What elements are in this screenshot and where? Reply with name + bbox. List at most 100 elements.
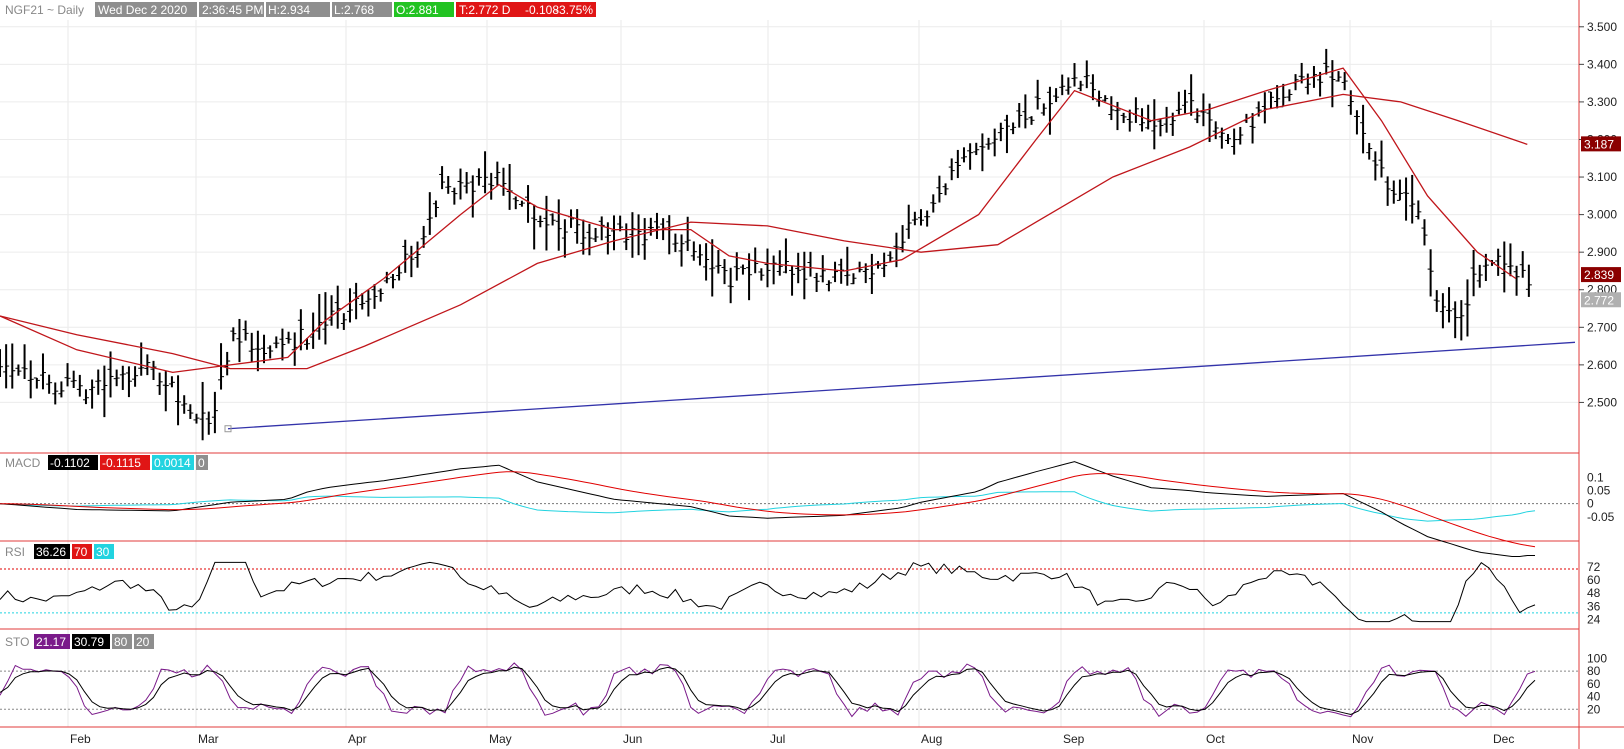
sto-v4-box bbox=[134, 634, 154, 649]
axes: Feb Mar Apr May Jun Jul Aug Sep Oct Nov Dec 3.500 3.… bbox=[70, 20, 1621, 746]
macd-tick-label: -0.05 bbox=[1587, 510, 1615, 524]
price-panel bbox=[0, 48, 1576, 441]
price-tag-label: 2.839 bbox=[1584, 268, 1614, 282]
sto-v2-box bbox=[72, 634, 110, 649]
pct-label: -3.75% bbox=[555, 3, 593, 17]
macd-label: MACD bbox=[5, 456, 41, 470]
month-label: Jul bbox=[770, 732, 785, 746]
month-label: Feb bbox=[70, 732, 91, 746]
last-box bbox=[456, 2, 596, 17]
macd-v1: -0.1102 bbox=[50, 456, 90, 470]
rsi-tick-label: 24 bbox=[1587, 612, 1601, 626]
high-label: H:2.934 bbox=[268, 3, 310, 17]
macd-tick-label: 0.1 bbox=[1587, 470, 1604, 484]
month-label: Aug bbox=[921, 732, 942, 746]
ma-slow-line bbox=[0, 93, 1528, 370]
month-label: Sep bbox=[1063, 732, 1085, 746]
rsi-v3: 30 bbox=[96, 545, 110, 559]
price-tag-box bbox=[1581, 292, 1621, 308]
rsi-v1: 36.26 bbox=[36, 545, 66, 559]
sto-v3-box bbox=[112, 634, 132, 649]
macd-v3: 0.0014 bbox=[154, 456, 191, 470]
month-label: Oct bbox=[1206, 732, 1225, 746]
rsi-line bbox=[0, 561, 1536, 623]
macd-tick-label: 0 bbox=[1587, 497, 1594, 511]
rsi-panel bbox=[0, 561, 1579, 623]
sto-tick-label: 40 bbox=[1587, 690, 1601, 704]
macd-panel bbox=[0, 461, 1579, 557]
macd-v2-box bbox=[100, 455, 150, 470]
sto-v1: 21.17 bbox=[36, 635, 66, 649]
rsi-v2: 70 bbox=[74, 545, 88, 559]
symbol-label: NGF21 ~ Daily bbox=[5, 3, 84, 17]
macd-histogram-line bbox=[0, 491, 1536, 522]
rsi-tick-label: 48 bbox=[1587, 586, 1601, 600]
price-tick-label: 2.700 bbox=[1587, 320, 1617, 334]
sto-v1-box bbox=[34, 634, 70, 649]
month-label: May bbox=[489, 732, 512, 746]
macd-signal-line bbox=[0, 471, 1536, 548]
price-tick-label: 2.900 bbox=[1587, 245, 1617, 259]
price-tag-label: 3.187 bbox=[1584, 137, 1614, 151]
low-box bbox=[332, 2, 392, 17]
macd-v3-box bbox=[152, 455, 194, 470]
rsi-tick-label: 72 bbox=[1587, 560, 1601, 574]
open-box bbox=[394, 2, 454, 17]
rsi-header: RSI 36.26 70 30 bbox=[5, 544, 114, 559]
macd-v4: 0 bbox=[198, 456, 205, 470]
price-tick-label: 3.300 bbox=[1587, 95, 1617, 109]
price-tick-label: 2.600 bbox=[1587, 358, 1617, 372]
macd-v4-box bbox=[196, 455, 208, 470]
change-label: -0.108 bbox=[525, 3, 559, 17]
rsi-tick-label: 60 bbox=[1587, 573, 1601, 587]
last-label: T:2.772 D bbox=[459, 3, 511, 17]
sto-tick-label: 60 bbox=[1587, 677, 1601, 691]
month-label: Dec bbox=[1493, 732, 1514, 746]
price-tick-label: 3.500 bbox=[1587, 20, 1617, 34]
ma-fast-line bbox=[0, 67, 1517, 374]
date-label: Wed Dec 2 2020 bbox=[98, 3, 187, 17]
rsi-label: RSI bbox=[5, 545, 25, 559]
rsi-v1-box bbox=[34, 544, 70, 559]
sto-v4: 20 bbox=[136, 635, 150, 649]
sto-tick-label: 80 bbox=[1587, 664, 1601, 678]
sto-label: STO bbox=[5, 635, 29, 649]
trendline bbox=[227, 341, 1576, 430]
high-box bbox=[266, 2, 330, 17]
month-label: Jun bbox=[623, 732, 642, 746]
macd-v1-box bbox=[48, 455, 98, 470]
sto-k-line bbox=[0, 662, 1536, 718]
month-label: Mar bbox=[198, 732, 219, 746]
price-tag-box bbox=[1581, 136, 1621, 152]
sto-tick-label: 20 bbox=[1587, 702, 1601, 716]
macd-tick-label: 0.05 bbox=[1587, 483, 1611, 497]
sto-tick-label: 100 bbox=[1587, 651, 1607, 665]
date-box bbox=[95, 2, 197, 17]
gridlines bbox=[0, 20, 1579, 727]
trendline-anchor bbox=[224, 425, 232, 433]
rsi-v2-box bbox=[72, 544, 92, 559]
rsi-tick-label: 36 bbox=[1587, 599, 1601, 613]
macd-v2: -0.1115 bbox=[102, 456, 141, 470]
sto-header: STO 21.17 30.79 80 20 bbox=[5, 634, 154, 649]
month-label: Nov bbox=[1352, 732, 1373, 746]
sto-d-line bbox=[0, 666, 1536, 716]
price-tick-label: 2.500 bbox=[1587, 395, 1617, 409]
low-label: L:2.768 bbox=[334, 3, 374, 17]
macd-line bbox=[0, 461, 1535, 557]
time-label: 2:36:45 PM bbox=[202, 3, 263, 17]
price-tag-box bbox=[1581, 267, 1621, 283]
price-tag-label: 2.772 bbox=[1584, 293, 1614, 307]
price-tick-label: 3.400 bbox=[1587, 57, 1617, 71]
month-label: Apr bbox=[348, 732, 367, 746]
sto-panel bbox=[0, 662, 1579, 718]
time-box bbox=[199, 2, 264, 17]
price-tick-label: 3.100 bbox=[1587, 170, 1617, 184]
open-label: O:2.881 bbox=[396, 3, 439, 17]
rsi-v3-box bbox=[94, 544, 114, 559]
sto-v3: 80 bbox=[114, 635, 128, 649]
macd-header: MACD -0.1102 -0.1115 0.0014 0 bbox=[5, 455, 208, 470]
sto-v2: 30.79 bbox=[74, 635, 104, 649]
